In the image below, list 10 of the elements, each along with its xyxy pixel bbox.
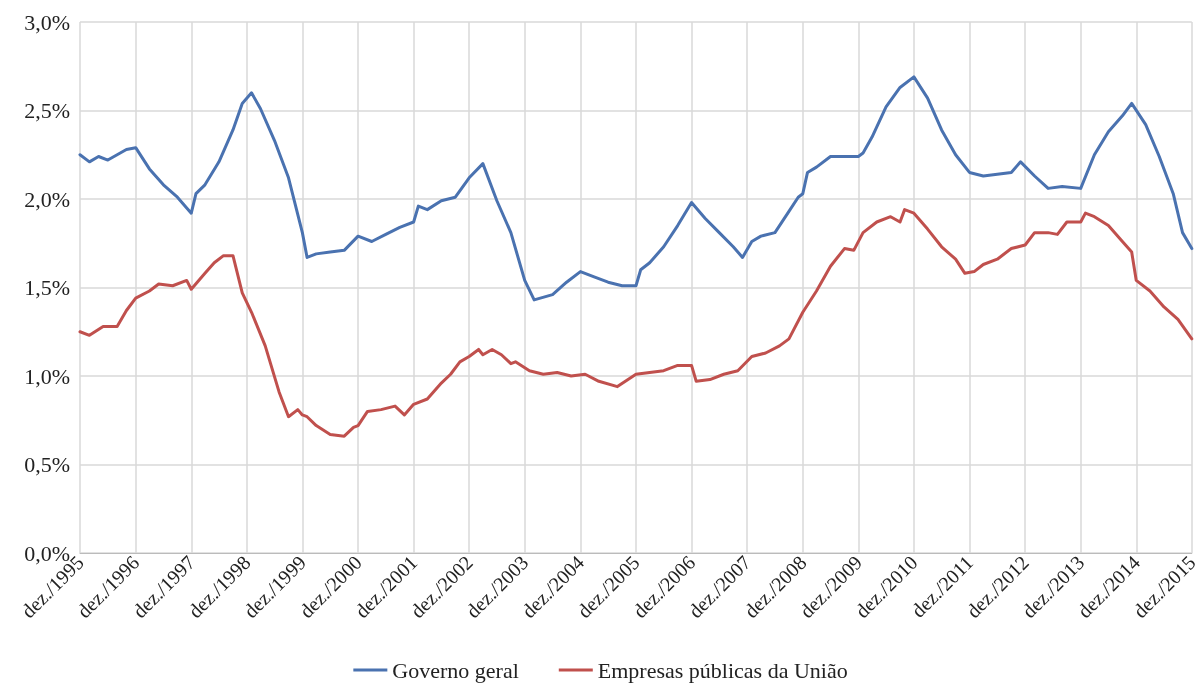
y-tick-label: 1,0% xyxy=(24,363,70,389)
legend-label: Empresas públicas da União xyxy=(597,657,848,683)
line-series xyxy=(78,208,1194,438)
y-tick-label: 3,0% xyxy=(24,9,70,35)
y-tick-label: 2,5% xyxy=(24,98,70,123)
line-series xyxy=(78,75,1194,302)
y-tick-label: 0,5% xyxy=(24,452,70,477)
y-tick-label: 2,0% xyxy=(24,186,70,212)
legend-label: Governo geral xyxy=(392,657,519,683)
y-tick-label: 1,5% xyxy=(24,275,70,300)
